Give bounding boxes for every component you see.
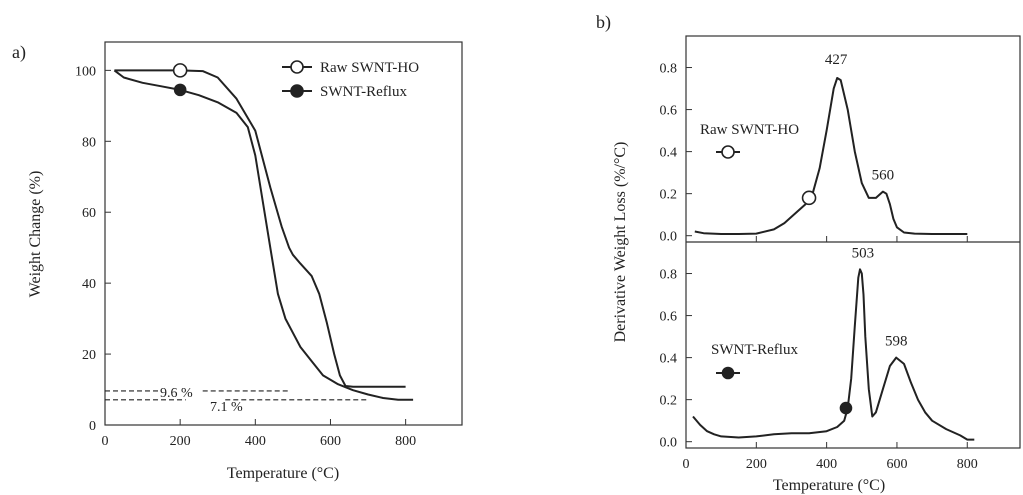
- subplot-top-series-label: Raw SWNT-HO: [700, 122, 799, 138]
- panel-b-ticks: 0 200 400 600 800 0.0 0.2 0.4 0.6 0.8 0.0 0.2 0.4 0.6…: [660, 62, 978, 472]
- panel-b-x-tick-label: 600: [886, 457, 907, 472]
- series-raw-swnt-ho-marker: [172, 63, 188, 78]
- panel-b-x-axis-label: Temperature (°C): [773, 477, 885, 494]
- panel-a-plot-frame: [104, 41, 463, 426]
- panel-a-x-axis-label: Temperature (°C): [227, 465, 339, 482]
- panel-b-y-tick-label: 0.8: [660, 268, 678, 283]
- panel-a-x-tick-label: 600: [320, 434, 341, 449]
- series-swnt-reflux-line: [113, 69, 414, 401]
- series-raw-swnt-ho-line: [114, 69, 406, 388]
- series-swnt-reflux-marker: [173, 83, 187, 97]
- panel-b: b) Derivative Weight Loss (%/°C) Tempera…: [596, 12, 1021, 494]
- panel-a-annotations: 9.6 % 7.1 %: [105, 386, 369, 415]
- panel-a-y-tick-label: 40: [82, 277, 96, 292]
- peak-label-560: 560: [872, 168, 895, 184]
- peak-label-427: 427: [825, 52, 848, 68]
- legend-raw-marker: [290, 60, 304, 74]
- subplot-top-curve: [694, 77, 968, 235]
- panel-a-series: [113, 63, 414, 401]
- panel-a-ticks: 0 200 400 600 800 0 20 40 60 80 100: [75, 64, 416, 449]
- panel-b-series: 427 560 503 598: [692, 52, 975, 441]
- panel-b-x-tick-label: 0: [683, 457, 690, 472]
- panel-b-y-tick-label: 0.2: [660, 188, 678, 203]
- annotation-9-6-label: 9.6 %: [160, 386, 193, 401]
- panel-b-y-tick-label: 0.8: [660, 62, 678, 77]
- panel-a-legend: Raw SWNT-HO SWNT-Reflux: [282, 60, 419, 100]
- panel-a-y-tick-label: 20: [82, 348, 96, 363]
- panel-a-x-tick-label: 400: [245, 434, 266, 449]
- panel-a-x-tick-label: 200: [170, 434, 191, 449]
- panel-b-y-tick-label: 0.4: [660, 146, 678, 161]
- panel-b-y-tick-label: 0.6: [660, 104, 678, 119]
- subplot-bottom-curve: [692, 268, 975, 441]
- panel-b-y-tick-label: 0.0: [660, 230, 678, 245]
- peak-label-598: 598: [885, 334, 908, 350]
- panel-b-y-tick-label: 0.0: [660, 436, 678, 451]
- subplot-top-marker: [801, 190, 817, 206]
- legend-reflux-marker: [290, 84, 304, 98]
- panel-a-y-tick-label: 100: [75, 64, 96, 79]
- peak-label-503: 503: [852, 245, 875, 261]
- subplot-bottom-marker: [839, 401, 853, 415]
- panel-b-x-tick-label: 400: [816, 457, 837, 472]
- panel-b-y-tick-label: 0.4: [660, 352, 678, 367]
- panel-a-y-tick-label: 60: [82, 206, 96, 221]
- panel-b-series-labels: Raw SWNT-HO SWNT-Reflux: [700, 122, 799, 380]
- panel-b-y-tick-label: 0.6: [660, 310, 678, 325]
- panel-a: a) Weight Change (%) Temperature (°C) 0 2…: [12, 41, 463, 482]
- subplot-bottom-legend-marker: [721, 366, 735, 380]
- annotation-7-1-label: 7.1 %: [210, 400, 243, 415]
- panel-a-y-axis-label: Weight Change (%): [27, 171, 44, 298]
- panel-b-x-tick-label: 800: [957, 457, 978, 472]
- subplot-bottom-series-label: SWNT-Reflux: [711, 342, 798, 358]
- panel-b-x-tick-label: 200: [746, 457, 767, 472]
- panel-a-y-tick-label: 0: [89, 419, 96, 434]
- panel-b-label: b): [596, 12, 611, 33]
- panel-b-y-tick-label: 0.2: [660, 394, 678, 409]
- panel-b-y-axis-label: Derivative Weight Loss (%/°C): [612, 142, 629, 343]
- panel-a-y-tick-label: 80: [82, 135, 96, 150]
- subplot-top-legend-marker: [721, 145, 735, 159]
- panel-a-label: a): [12, 42, 26, 63]
- panel-a-x-tick-label: 0: [102, 434, 109, 449]
- panel-a-x-tick-label: 800: [395, 434, 416, 449]
- legend-raw-label: Raw SWNT-HO: [320, 60, 419, 76]
- legend-reflux-label: SWNT-Reflux: [320, 84, 407, 100]
